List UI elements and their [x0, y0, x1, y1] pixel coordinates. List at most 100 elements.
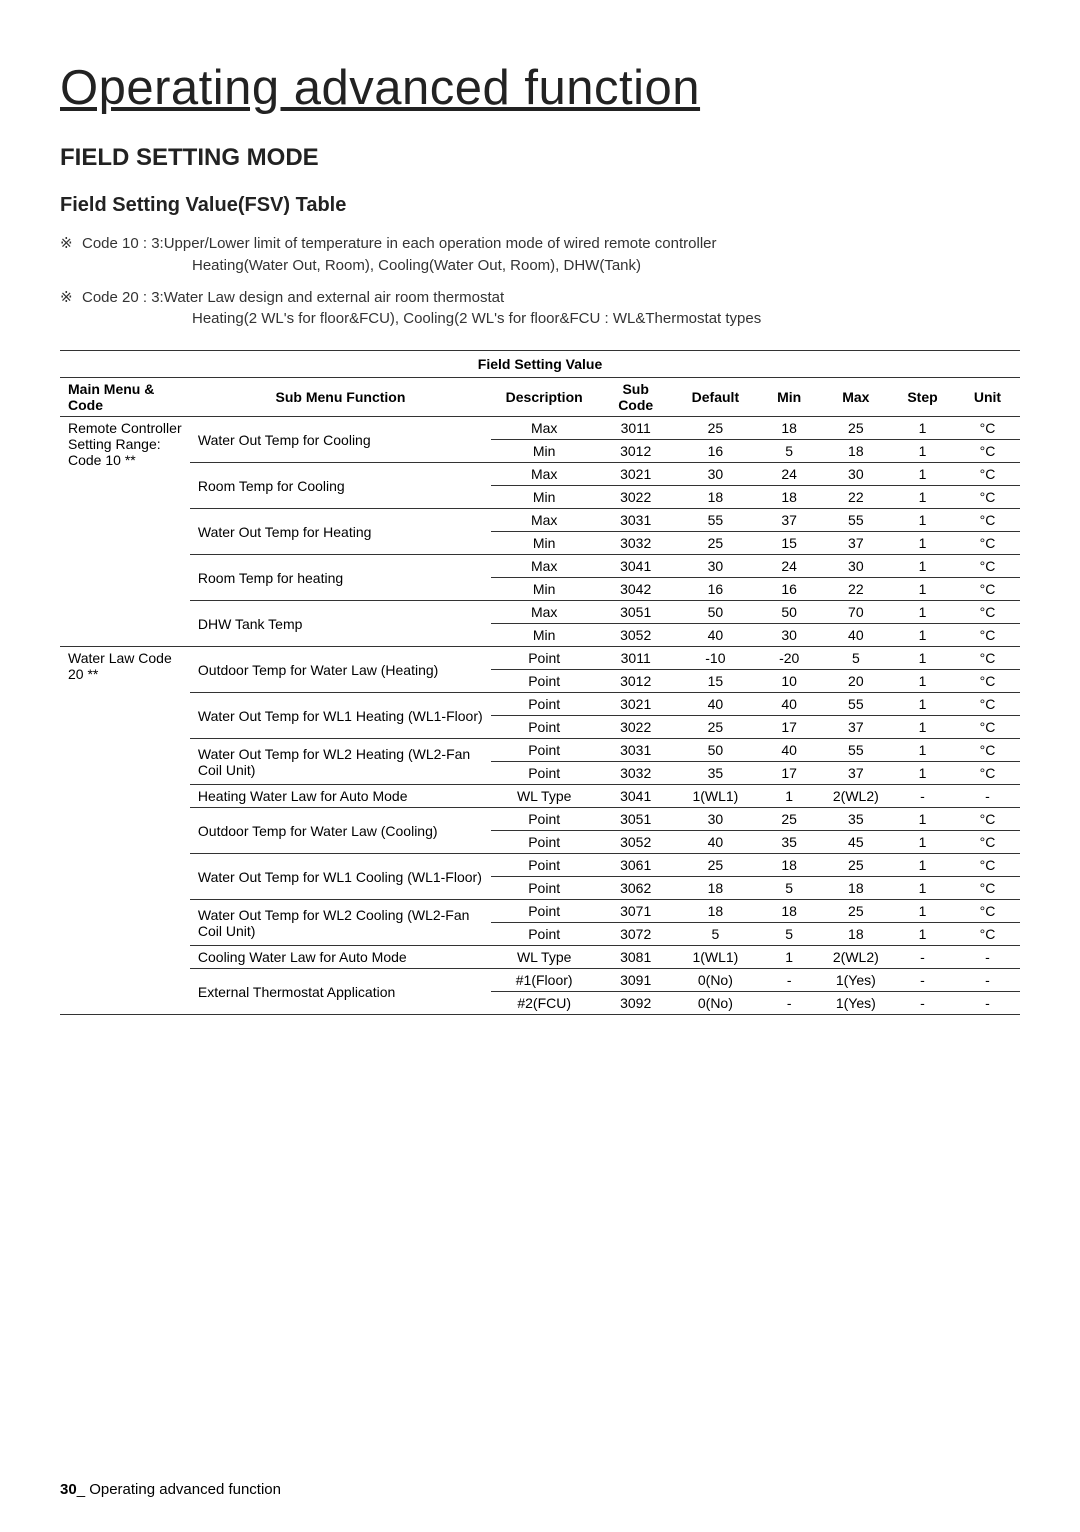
value-cell: 1 — [890, 509, 955, 532]
table-title: Field Setting Value — [60, 351, 1020, 378]
table-row: External Thermostat Application#1(Floor)… — [60, 969, 1020, 992]
value-cell: °C — [955, 854, 1020, 877]
value-cell: 3022 — [597, 716, 674, 739]
value-cell: 37 — [757, 509, 822, 532]
value-cell: 5 — [822, 647, 890, 670]
value-cell: 25 — [822, 854, 890, 877]
value-cell: Max — [491, 555, 597, 578]
value-cell: 18 — [757, 417, 822, 440]
value-cell: °C — [955, 670, 1020, 693]
value-cell: 5 — [757, 440, 822, 463]
value-cell: 18 — [674, 877, 757, 900]
value-cell: °C — [955, 693, 1020, 716]
value-cell: Point — [491, 900, 597, 923]
value-cell: °C — [955, 647, 1020, 670]
value-cell: 18 — [674, 486, 757, 509]
value-cell: 30 — [674, 463, 757, 486]
value-cell: 3022 — [597, 486, 674, 509]
value-cell: 3061 — [597, 854, 674, 877]
value-cell: Min — [491, 486, 597, 509]
table-row: Water Out Temp for WL2 Cooling (WL2-Fan … — [60, 900, 1020, 923]
value-cell: Point — [491, 854, 597, 877]
value-cell: 35 — [674, 762, 757, 785]
value-cell: 0(No) — [674, 969, 757, 992]
value-cell: 3092 — [597, 992, 674, 1015]
table-row: Water Law Code 20 **Outdoor Temp for Wat… — [60, 647, 1020, 670]
value-cell: °C — [955, 578, 1020, 601]
value-cell: - — [890, 992, 955, 1015]
value-cell: 37 — [822, 716, 890, 739]
value-cell: Point — [491, 693, 597, 716]
value-cell: °C — [955, 877, 1020, 900]
value-cell: 3042 — [597, 578, 674, 601]
main-menu-cell: Remote Controller Setting Range: Code 10… — [60, 417, 190, 647]
value-cell: °C — [955, 739, 1020, 762]
section-title: FIELD SETTING MODE — [60, 144, 1020, 172]
value-cell: 1 — [890, 486, 955, 509]
value-cell: 1 — [757, 946, 822, 969]
value-cell: °C — [955, 555, 1020, 578]
value-cell: - — [955, 946, 1020, 969]
value-cell: 37 — [822, 762, 890, 785]
sub-menu-cell: Heating Water Law for Auto Mode — [190, 785, 491, 808]
value-cell: 1 — [890, 601, 955, 624]
value-cell: - — [757, 969, 822, 992]
value-cell: °C — [955, 509, 1020, 532]
value-cell: 70 — [822, 601, 890, 624]
value-cell: 10 — [757, 670, 822, 693]
value-cell: - — [955, 785, 1020, 808]
value-cell: 1 — [890, 762, 955, 785]
sub-menu-cell: Water Out Temp for Cooling — [190, 417, 491, 463]
value-cell: 15 — [757, 532, 822, 555]
value-cell: 3052 — [597, 624, 674, 647]
value-cell: 3031 — [597, 739, 674, 762]
value-cell: 1(WL1) — [674, 946, 757, 969]
value-cell: Max — [491, 417, 597, 440]
value-cell: 3021 — [597, 693, 674, 716]
value-cell: 25 — [674, 532, 757, 555]
value-cell: 25 — [822, 900, 890, 923]
value-cell: 18 — [822, 923, 890, 946]
value-cell: 1 — [890, 716, 955, 739]
value-cell: 2(WL2) — [822, 946, 890, 969]
value-cell: 30 — [822, 555, 890, 578]
value-cell: 30 — [757, 624, 822, 647]
value-cell: 1 — [890, 532, 955, 555]
sub-menu-cell: Cooling Water Law for Auto Mode — [190, 946, 491, 969]
sub-menu-cell: Water Out Temp for WL2 Cooling (WL2-Fan … — [190, 900, 491, 946]
value-cell: 37 — [822, 532, 890, 555]
value-cell: °C — [955, 463, 1020, 486]
value-cell: °C — [955, 486, 1020, 509]
table-row: Water Out Temp for WL1 Cooling (WL1-Floo… — [60, 854, 1020, 877]
value-cell: - — [955, 992, 1020, 1015]
value-cell: °C — [955, 532, 1020, 555]
value-cell: Point — [491, 923, 597, 946]
value-cell: 22 — [822, 486, 890, 509]
value-cell: 20 — [822, 670, 890, 693]
value-cell: 18 — [757, 486, 822, 509]
value-cell: 17 — [757, 716, 822, 739]
table-row: Cooling Water Law for Auto ModeWL Type30… — [60, 946, 1020, 969]
table-row: Heating Water Law for Auto ModeWL Type30… — [60, 785, 1020, 808]
value-cell: 45 — [822, 831, 890, 854]
value-cell: Point — [491, 716, 597, 739]
sub-menu-cell: External Thermostat Application — [190, 969, 491, 1015]
value-cell: 3011 — [597, 647, 674, 670]
value-cell: Min — [491, 624, 597, 647]
value-cell: 1(Yes) — [822, 969, 890, 992]
value-cell: 25 — [757, 808, 822, 831]
value-cell: 1 — [890, 670, 955, 693]
value-cell: 40 — [822, 624, 890, 647]
value-cell: 1 — [890, 440, 955, 463]
value-cell: 22 — [822, 578, 890, 601]
value-cell: -10 — [674, 647, 757, 670]
value-cell: °C — [955, 624, 1020, 647]
sub-menu-cell: Room Temp for Cooling — [190, 463, 491, 509]
sub-menu-cell: Water Out Temp for Heating — [190, 509, 491, 555]
value-cell: 1 — [890, 923, 955, 946]
value-cell: 40 — [674, 693, 757, 716]
column-header: Main Menu & Code — [60, 378, 190, 417]
value-cell: 24 — [757, 555, 822, 578]
column-header: Default — [674, 378, 757, 417]
value-cell: 1 — [890, 693, 955, 716]
